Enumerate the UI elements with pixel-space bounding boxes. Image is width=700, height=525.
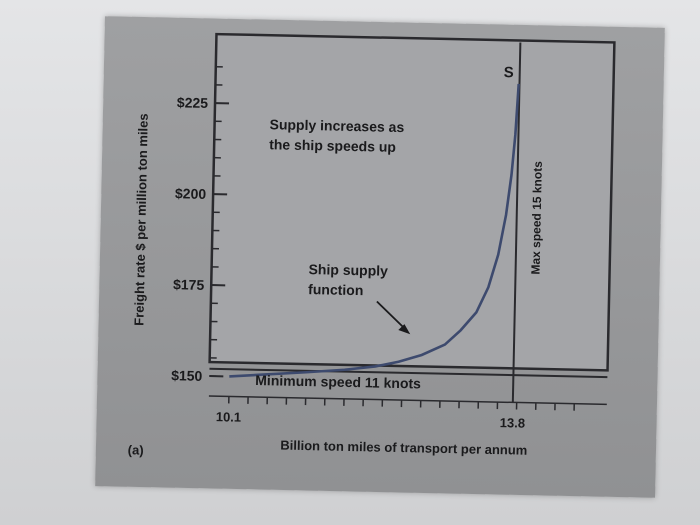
minimum-speed-line: [209, 367, 608, 379]
y-tick-label-0: $150: [171, 367, 203, 384]
y-tick-label-3: $225: [177, 94, 209, 111]
annotation-arrow: [376, 300, 411, 335]
y-axis-ticks: [209, 65, 230, 378]
annotation-supply-increases-line1: Supply increases as: [269, 116, 404, 135]
figure-label: (a): [128, 442, 144, 457]
x-tick-label-0: 10.1: [216, 409, 242, 425]
y-tick-label-2: $200: [175, 185, 207, 202]
annotation-ship-supply-line2: function: [308, 281, 364, 298]
y-tick-label-1: $175: [173, 276, 205, 293]
annotation-ship-supply-line1: Ship supply: [308, 261, 388, 279]
x-axis-title: Billion ton miles of transport per annum: [280, 438, 527, 458]
series-line-s: [229, 83, 521, 378]
y-axis-title: Freight rate $ per million ton miles: [131, 113, 150, 326]
x-axis-baseline: [208, 395, 607, 406]
x-axis-ticks: [208, 395, 607, 411]
max-speed-label: Max speed 15 knots: [529, 161, 545, 275]
max-speed-line: [511, 42, 522, 403]
annotation-supply-increases-line2: the ship speeds up: [269, 136, 396, 155]
plot-area: [208, 32, 616, 372]
minimum-speed-label: Minimum speed 11 knots: [255, 372, 421, 391]
curve-label-s: S: [504, 64, 514, 81]
x-tick-label-1: 13.8: [500, 415, 526, 431]
